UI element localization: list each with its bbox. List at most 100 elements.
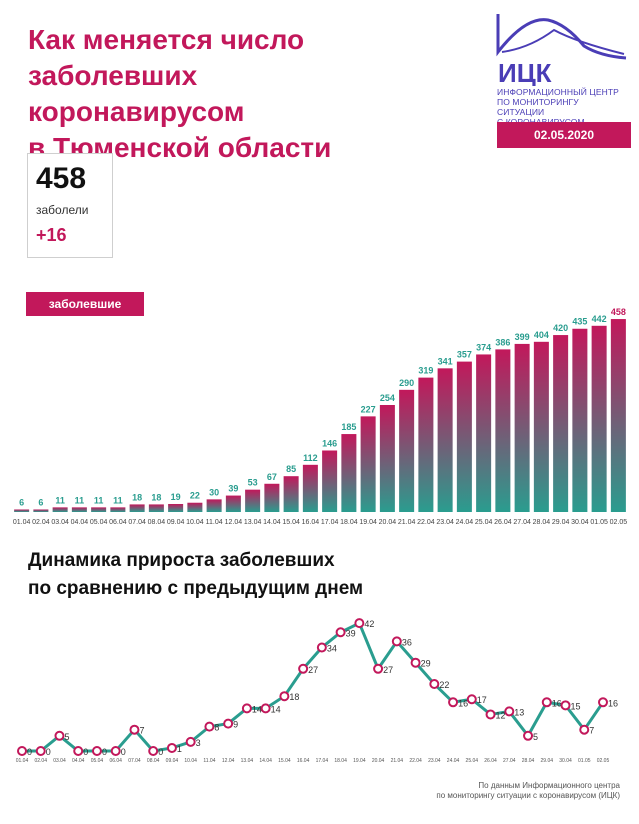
- growth-x-tick-label: 23.04: [428, 758, 441, 764]
- bar-x-tick-label: 17.04: [321, 519, 339, 526]
- growth-point-15.04: [279, 691, 290, 702]
- bar-20.04: [379, 404, 395, 512]
- bar-x-tick-label: 05.04: [90, 519, 108, 526]
- growth-x-tick-label: 16.04: [297, 758, 310, 764]
- bar-x-tick-label: 29.04: [552, 519, 570, 526]
- bar-value-label: 458: [611, 307, 626, 317]
- bar-26.04: [495, 349, 511, 512]
- growth-value-label: 1: [177, 744, 182, 754]
- bar-value-label: 18: [132, 492, 142, 502]
- growth-value-label: 0: [158, 747, 163, 757]
- bar-value-label: 386: [495, 337, 510, 347]
- growth-value-label: 0: [83, 747, 88, 757]
- bar-29.04: [553, 335, 569, 512]
- growth-point-28.04: [523, 730, 534, 741]
- title-line-2: заболевших коронавирусом: [28, 60, 245, 127]
- growth-x-tick-label: 11.04: [203, 758, 215, 764]
- bar-value-label: 11: [113, 495, 123, 505]
- bar-value-label: 254: [380, 393, 395, 403]
- bar-x-tick-label: 02.05: [610, 519, 628, 526]
- bar-x-tick-label: 15.04: [282, 519, 300, 526]
- growth-x-tick-label: 18.04: [334, 758, 347, 764]
- bar-value-label: 185: [341, 422, 356, 432]
- bar-01.05: [591, 325, 607, 512]
- growth-x-tick-label: 26.04: [484, 758, 497, 764]
- growth-value-label: 17: [477, 695, 487, 705]
- brand-logo-icon: ИЦК: [496, 14, 627, 88]
- growth-point-10.04: [185, 736, 196, 747]
- bar-x-tick-label: 11.04: [206, 519, 223, 526]
- brand-logo: ИЦК: [496, 12, 627, 91]
- growth-value-label: 22: [439, 680, 449, 690]
- growth-point-19.04: [354, 618, 365, 629]
- bar-09.04: [168, 503, 184, 512]
- bar-02.05: [610, 319, 626, 512]
- bar-x-tick-label: 19.04: [359, 519, 377, 526]
- growth-x-tick-label: 28.04: [522, 758, 535, 764]
- bar-x-tick-label: 04.04: [71, 519, 89, 526]
- bar-02.04: [33, 509, 49, 512]
- growth-point-17.04: [316, 642, 327, 653]
- growth-point-21.04: [391, 636, 402, 647]
- growth-point-27.04: [504, 706, 515, 717]
- bar-14.04: [264, 483, 280, 512]
- growth-value-label: 15: [571, 701, 581, 711]
- growth-point-08.04: [148, 746, 159, 756]
- total-cases-value: 458: [36, 162, 87, 195]
- bar-value-label: 112: [303, 453, 318, 463]
- bar-value-label: 319: [418, 366, 433, 376]
- bar-16.04: [302, 464, 318, 512]
- bar-x-tick-label: 21.04: [398, 519, 416, 526]
- bar-21.04: [399, 389, 415, 512]
- bar-value-label: 6: [19, 497, 24, 507]
- bar-08.04: [148, 504, 164, 512]
- bar-value-label: 442: [592, 314, 607, 324]
- bar-25.04: [476, 354, 492, 512]
- bar-x-tick-label: 02.04: [32, 519, 50, 526]
- brand-subtitle-line-2: по мониторингу ситуации: [497, 97, 579, 117]
- total-cases-card: 458 заболели +16: [27, 153, 113, 258]
- growth-point-04.04: [73, 746, 84, 756]
- growth-x-tick-label: 20.04: [372, 758, 385, 764]
- bar-value-label: 399: [515, 332, 530, 342]
- bar-x-tick-label: 08.04: [148, 519, 166, 526]
- growth-x-tick-label: 17.04: [316, 758, 329, 764]
- growth-value-label: 0: [46, 747, 51, 757]
- growth-x-tick-label: 15.04: [278, 758, 291, 764]
- growth-point-01.04: [17, 746, 27, 756]
- growth-x-tick-label: 10.04: [184, 758, 197, 764]
- growth-value-label: 18: [289, 692, 299, 702]
- growth-point-01.05: [579, 724, 590, 735]
- bar-x-tick-label: 14.04: [263, 519, 281, 526]
- bar-23.04: [437, 368, 453, 512]
- bar-x-tick-label: 01.04: [13, 519, 31, 526]
- growth-x-tick-label: 01.04: [16, 758, 29, 764]
- growth-point-02.05: [598, 697, 608, 708]
- growth-point-07.04: [129, 724, 140, 735]
- growth-value-label: 14: [252, 704, 262, 714]
- growth-x-tick-label: 30.04: [559, 758, 572, 764]
- bar-value-label: 357: [457, 350, 472, 360]
- growth-value-label: 34: [327, 643, 337, 653]
- bar-value-label: 11: [55, 495, 65, 505]
- growth-value-label: 0: [27, 747, 32, 757]
- bar-value-label: 341: [438, 356, 453, 366]
- bar-value-label: 435: [572, 317, 587, 327]
- bar-x-tick-label: 06.04: [109, 519, 127, 526]
- growth-x-tick-label: 25.04: [466, 758, 479, 764]
- growth-value-label: 5: [64, 732, 69, 742]
- bar-01.04: [14, 509, 30, 512]
- growth-x-tick-label: 08.04: [147, 758, 160, 764]
- bar-x-tick-label: 13.04: [244, 519, 262, 526]
- growth-value-label: 0: [102, 747, 107, 757]
- growth-value-label: 12: [496, 710, 506, 720]
- cumulative-cases-bar-chart: 6 01.04 6 02.04 11 03.04 11 04.04 11 05.04 11 06.04…: [13, 307, 628, 526]
- brand-name: ИЦК: [498, 58, 552, 86]
- bar-x-tick-label: 03.04: [51, 519, 69, 526]
- growth-point-13.04: [241, 703, 252, 714]
- growth-point-25.04: [466, 694, 477, 705]
- bar-value-label: 30: [209, 487, 219, 497]
- growth-point-22.04: [410, 657, 421, 668]
- bar-12.04: [225, 495, 241, 512]
- bar-value-label: 146: [322, 438, 337, 448]
